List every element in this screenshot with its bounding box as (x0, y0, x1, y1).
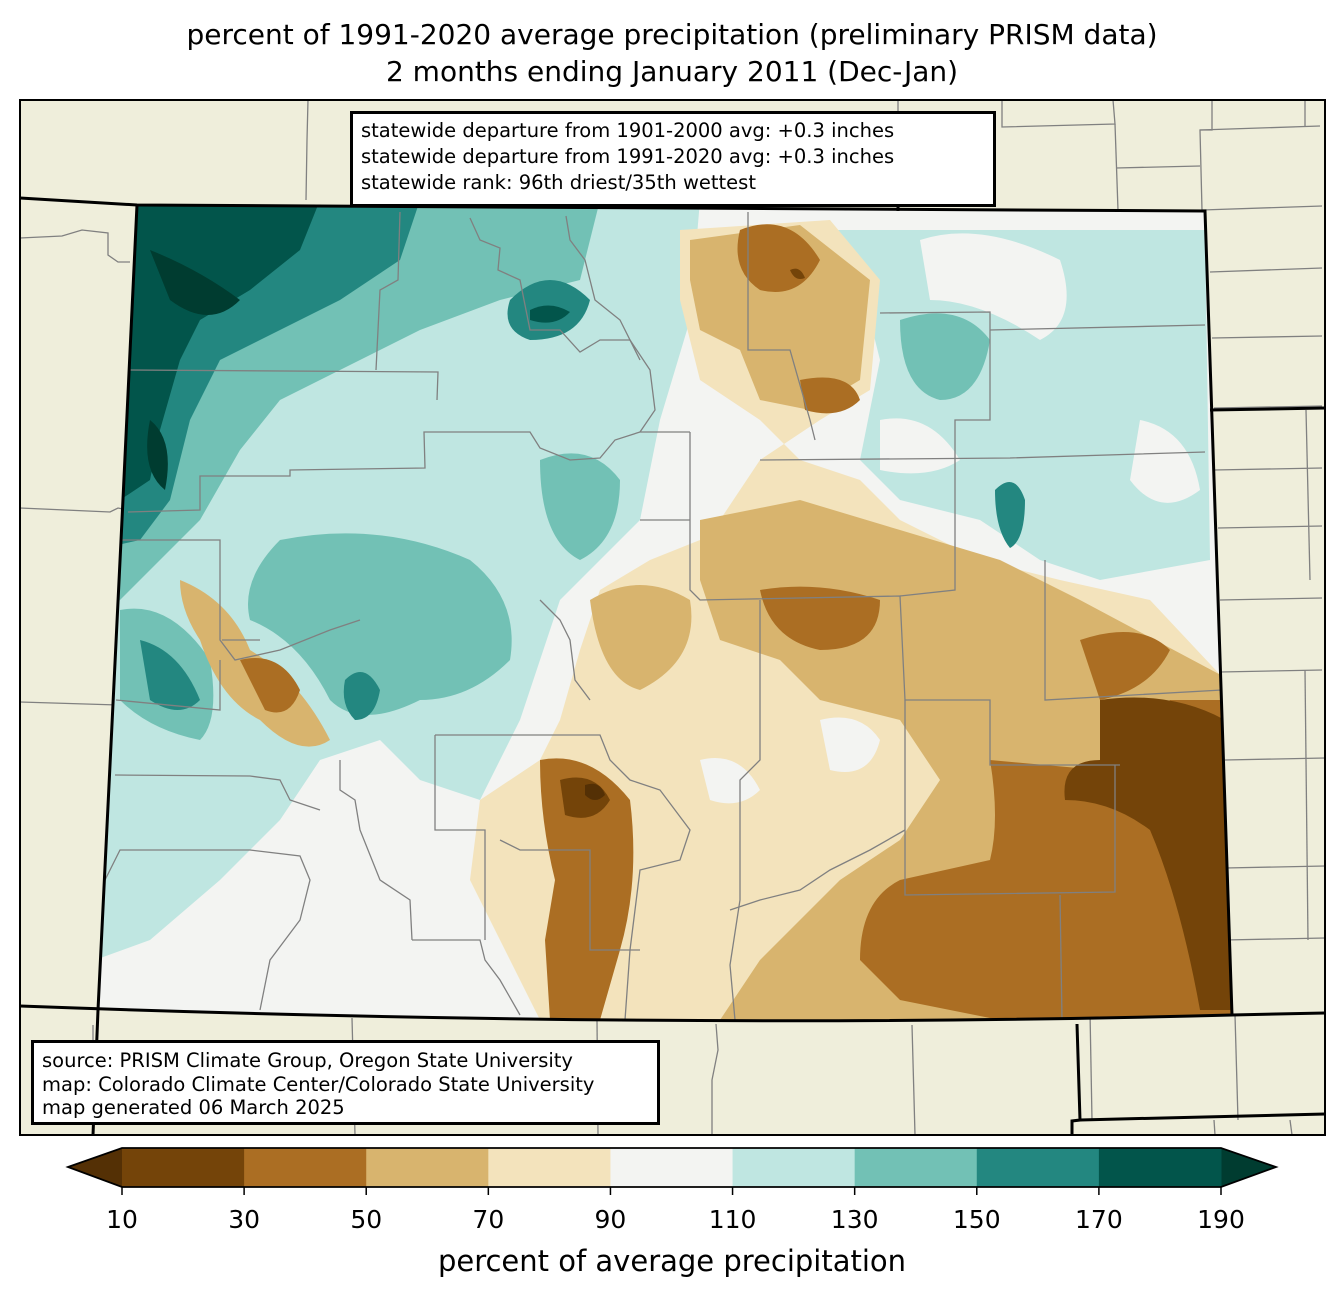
colorbar-tick-label: 30 (228, 1205, 261, 1234)
colorbar-bin (854, 1148, 978, 1187)
county-lines (104, 211, 1223, 1021)
field-region (1064, 697, 1232, 1010)
field-region (790, 268, 805, 279)
credits-line-3: map generated 06 March 2025 (42, 1096, 345, 1119)
colorbar-tick-label: 130 (830, 1205, 879, 1234)
colorbar-bin (366, 1148, 489, 1187)
field-region (880, 233, 1200, 503)
colorbar-tick-label: 70 (472, 1205, 505, 1234)
credits-line-2: map: Colorado Climate Center/Colorado St… (42, 1072, 595, 1096)
field-region (147, 250, 240, 490)
colorbar-tick-label: 190 (1197, 1205, 1245, 1234)
colorbar-tick-label: 110 (708, 1205, 757, 1234)
colorbar-tick-label: 150 (952, 1205, 1001, 1234)
field-region (540, 453, 620, 560)
field-region (343, 672, 380, 720)
credits-box: source: PRISM Climate Group, Oregon Stat… (31, 1040, 660, 1125)
colorbar-tick-label: 10 (106, 1205, 138, 1234)
colorbar-bin (610, 1148, 734, 1187)
field-region (995, 482, 1025, 548)
colorbar-bin (244, 1148, 367, 1187)
precip-field (98, 205, 1232, 1022)
colorbar-label: percent of average precipitation (437, 1244, 907, 1278)
colorbar-bin (488, 1148, 611, 1187)
map-title-line-1: percent of 1991-2020 average precipitati… (186, 18, 1158, 51)
map-frame (19, 99, 1326, 1136)
field-region (248, 533, 512, 715)
stats-line-2: statewide departure from 1991-2020 avg: … (361, 145, 895, 168)
colorbar (65, 1147, 1279, 1195)
colorbar-bin (732, 1148, 856, 1187)
field-region (700, 717, 880, 804)
field-region (1080, 632, 1170, 700)
map-title-line-2: 2 months ending January 2011 (Dec-Jan) (385, 55, 959, 88)
field-region (585, 783, 605, 800)
stats-line-1: statewide departure from 1901-2000 avg: … (361, 119, 895, 142)
colorbar-bin (1098, 1148, 1222, 1187)
colorbar-tick-label: 50 (350, 1205, 383, 1234)
colorbar-under-extension (68, 1148, 122, 1187)
field-region (737, 224, 860, 414)
field-region (540, 758, 634, 1020)
colorbar-bin (976, 1148, 1100, 1187)
field-region (590, 585, 692, 690)
credits-line-1: source: PRISM Climate Group, Oregon Stat… (42, 1049, 573, 1072)
colorbar-tick-label: 90 (594, 1205, 627, 1234)
statewide-stats-box: statewide departure from 1901-2000 avg: … (350, 111, 996, 207)
field-region (240, 658, 300, 713)
colorbar-bin (122, 1148, 245, 1187)
field-region (900, 313, 990, 400)
stats-line-3: statewide rank: 96th driest/35th wettest (361, 171, 756, 194)
field-region (140, 640, 200, 710)
field-region (760, 586, 880, 650)
field-region (690, 225, 870, 410)
colorbar-tick-label: 170 (1075, 1205, 1123, 1234)
colorbar-over-extension (1221, 1148, 1276, 1187)
field-region (530, 305, 570, 323)
